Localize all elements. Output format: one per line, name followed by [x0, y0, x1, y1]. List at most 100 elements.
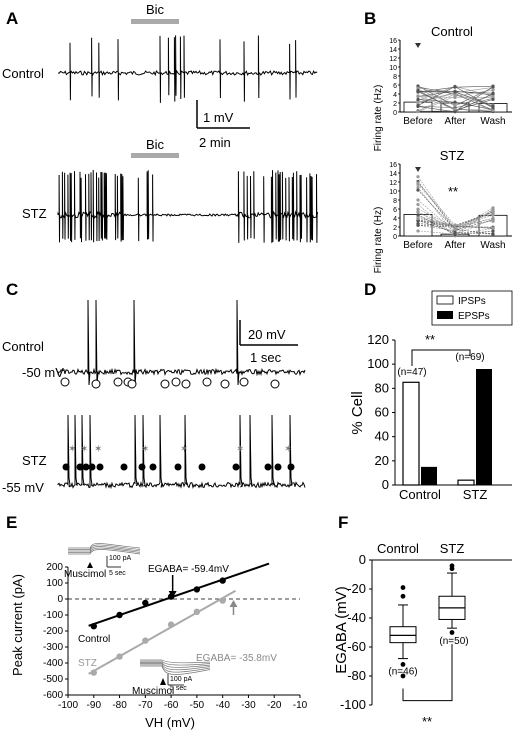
bic-bar-top	[131, 19, 179, 24]
c-ipsp-marker	[270, 379, 280, 389]
b-cell-point	[491, 106, 495, 110]
e-xtick-label: -80	[112, 700, 127, 711]
e-xtick-label: -70	[138, 700, 153, 711]
c-spike-marker: ✶	[68, 444, 76, 455]
c-scale-sec: 1 sec	[250, 350, 282, 365]
trace-label-control: Control	[2, 66, 44, 81]
b-cell-point	[416, 229, 420, 233]
e-xtick-label: -40	[215, 700, 230, 711]
b-ylabel-bottom: Firing rate (Hz)	[373, 207, 384, 274]
c-ipsp-marker	[113, 377, 123, 387]
b-cell-point	[491, 213, 495, 217]
b-cell-point	[416, 110, 420, 114]
d-ylabel: % Cell	[349, 391, 366, 434]
c-epsp-marker	[88, 463, 96, 471]
e-series-stz: STZ	[78, 658, 97, 669]
e-inset-sec-bottom: 5 sec	[170, 685, 187, 692]
c-ipsp-marker	[91, 379, 101, 389]
e-inset-muscimol-top: Muscimol	[64, 569, 106, 580]
e-egaba-arrowhead-stz	[229, 600, 238, 607]
b-title-control: Control	[431, 24, 473, 39]
e-xtick-label: -10	[293, 700, 308, 711]
d-significance: **	[425, 332, 435, 347]
b-ytick-label: 14	[389, 47, 397, 54]
b-xtick-label: Wash	[480, 240, 505, 251]
b-ytick-label: 16	[389, 162, 397, 169]
panel-c: Control -50 mV STZ -55 mV 20 mV 1 sec ✶ ✶…	[2, 299, 306, 495]
e-point	[193, 608, 201, 615]
bic-label-bottom: Bic	[146, 137, 165, 152]
b-cell-point	[416, 198, 420, 202]
b-cell-point	[453, 107, 457, 111]
e-egaba-control: EGABA= -59.4mV	[148, 564, 229, 575]
b-cell-point	[416, 207, 420, 211]
e-inset-stz: Muscimol 100 pA 5 sec	[132, 659, 211, 697]
e-point	[219, 577, 226, 584]
f-ytick-label: -80	[347, 668, 366, 683]
d-ytick-label: 0	[382, 477, 389, 492]
b-xtick-label: Before	[403, 240, 433, 251]
e-inset-pa-top: 100 pA	[109, 555, 132, 562]
f-box	[389, 626, 417, 644]
b-cell-point	[491, 232, 495, 236]
d-bar-ipsp	[402, 381, 420, 486]
d-category-label: Control	[399, 487, 441, 502]
c-epsp-marker	[274, 463, 282, 471]
b-ytick-label: 0	[393, 110, 397, 117]
trace-label-stz: STZ	[22, 206, 47, 221]
e-point	[167, 621, 175, 628]
c-ipsp-marker	[60, 377, 70, 387]
stz-firing-trace	[57, 169, 319, 243]
d-legend-ipsp-swatch	[436, 295, 454, 305]
b-cell-point	[453, 90, 457, 94]
f-ytick-label: -20	[347, 581, 366, 596]
c-control-trace	[57, 299, 306, 386]
panel-b: Control STZ Firing rate (Hz) Firing rate…	[373, 24, 512, 273]
b-cell-line	[417, 213, 494, 227]
b-cell-point	[416, 84, 420, 88]
c-voltage-control: -50 mV	[22, 365, 64, 380]
panel-label-e: E	[6, 513, 17, 532]
c-ipsp-marker	[202, 377, 212, 387]
e-point	[142, 637, 149, 644]
f-cat-control: Control	[377, 541, 419, 556]
e-ytick-label: -200	[43, 626, 63, 637]
d-n-control: (n=47)	[397, 367, 426, 378]
d-category-label: STZ	[463, 487, 488, 502]
c-ipsp-marker	[181, 379, 191, 389]
b-cell-line	[417, 184, 494, 228]
b-cell-line	[417, 220, 494, 235]
f-ytick-label: 0	[359, 552, 366, 567]
panel-label-a: A	[6, 9, 18, 28]
scale-mv-label: 1 mV	[203, 110, 234, 125]
f-ytick-label: -60	[347, 639, 366, 654]
c-spike-marker: ✶	[236, 444, 244, 455]
e-xlabel: VH (mV)	[145, 715, 195, 730]
panel-e: Peak current (pA) VH (mV) EGABA= -59.4mV…	[10, 543, 308, 730]
b-cell-point	[491, 108, 495, 112]
scale-min-label: 2 min	[199, 135, 231, 150]
panel-a: Bic Control 1 mV 2 min Bic STZ	[2, 2, 319, 243]
e-xtick-label: -100	[58, 700, 78, 711]
b-cell-point	[491, 84, 495, 88]
b-ytick-label: 4	[393, 216, 397, 223]
b-cell-point	[453, 226, 457, 230]
bic-bar-bottom	[131, 153, 179, 158]
c-spike-marker: ✶	[284, 444, 292, 455]
e-inset-control: Muscimol 100 pA 5 sec	[64, 543, 141, 580]
e-point	[219, 597, 226, 604]
b-ytick-label: 16	[389, 38, 397, 45]
c-spike-marker: ✶	[94, 444, 102, 455]
b-cell-point	[416, 213, 420, 217]
b-ytick-label: 10	[389, 189, 397, 196]
b-title-stz: STZ	[440, 148, 465, 163]
b-cell-line	[417, 182, 494, 229]
b-cell-point	[491, 97, 495, 102]
b-cell-point	[416, 181, 420, 185]
b-ytick-label: 6	[393, 83, 397, 90]
c-epsp-marker	[96, 463, 104, 471]
e-inset-muscimol-bottom: Muscimol	[132, 686, 174, 697]
e-ytick-label: -300	[43, 642, 63, 653]
e-inset-pa-bottom: 100 pA	[170, 676, 193, 683]
panel-label-f: F	[338, 513, 348, 532]
